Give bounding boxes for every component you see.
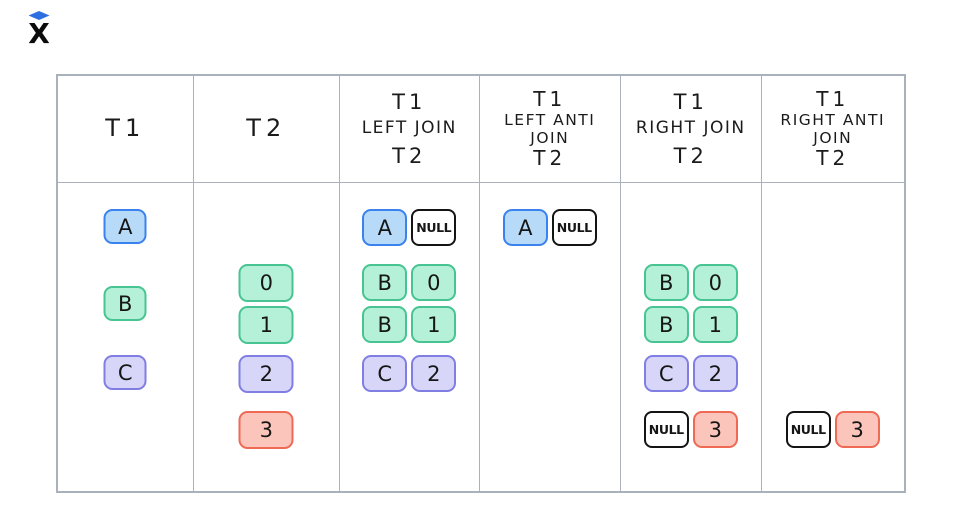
value-box: B bbox=[643, 264, 689, 301]
column-body: B 0 B 1 C 2 NULL 3 bbox=[621, 183, 761, 491]
value-box: A bbox=[103, 209, 147, 244]
column-left-join: T1 LEFT JOIN T2 A NULL B 0 B 1 C 2 bbox=[340, 76, 480, 491]
header-line: T1 bbox=[533, 86, 567, 111]
header-line: T1 bbox=[105, 114, 146, 143]
header-line: T2 bbox=[816, 146, 850, 171]
row-pair: NULL 3 bbox=[785, 411, 880, 448]
null-box: NULL bbox=[643, 411, 689, 448]
column-t1: T1 A B C bbox=[58, 76, 194, 491]
header-line: T2 bbox=[533, 146, 567, 171]
header-line: T2 bbox=[246, 114, 287, 143]
column-body: 0 1 2 3 bbox=[194, 183, 339, 491]
column-header: T1 RIGHT JOIN T2 bbox=[621, 76, 761, 183]
value-box: 3 bbox=[238, 411, 294, 449]
value-box: 3 bbox=[834, 411, 880, 448]
header-line: RIGHT JOIN bbox=[635, 118, 746, 139]
header-line: LEFT JOIN bbox=[361, 118, 457, 139]
value-box: 1 bbox=[238, 306, 294, 344]
row-pair: A NULL bbox=[362, 209, 457, 246]
row-pair: NULL 3 bbox=[643, 411, 738, 448]
null-box: NULL bbox=[411, 209, 457, 246]
column-left-anti-join: T1 LEFT ANTI JOIN T2 A NULL bbox=[479, 76, 621, 491]
header-line: JOIN bbox=[530, 129, 570, 147]
value-box: A bbox=[362, 209, 408, 246]
header-line: JOIN bbox=[813, 129, 853, 147]
value-box: C bbox=[643, 355, 689, 392]
header-line: T1 bbox=[673, 90, 708, 115]
null-box: NULL bbox=[785, 411, 831, 448]
value-box: 2 bbox=[238, 355, 294, 393]
column-t2: T2 0 1 2 3 bbox=[193, 76, 340, 491]
logo-letter: X bbox=[28, 17, 50, 50]
logo: X bbox=[27, 11, 51, 50]
value-box: 0 bbox=[238, 264, 294, 302]
column-body: A NULL B 0 B 1 C 2 bbox=[340, 183, 479, 491]
header-line: T2 bbox=[392, 143, 427, 168]
row-pair: A NULL bbox=[502, 209, 597, 246]
value-box: C bbox=[103, 355, 147, 390]
column-right-join: T1 RIGHT JOIN T2 B 0 B 1 C 2 NULL 3 bbox=[621, 76, 762, 491]
column-header: T1 LEFT JOIN T2 bbox=[340, 76, 479, 183]
header-line: T1 bbox=[816, 86, 850, 111]
join-diagram-table: T1 A B C T2 0 1 2 3 T1 LEFT JOIN T2 A NULL B 0 B 1 C 2 T1 LEF… bbox=[56, 74, 906, 493]
header-line: T2 bbox=[673, 143, 708, 168]
column-header: T1 LEFT ANTI JOIN T2 bbox=[479, 76, 620, 183]
value-box: B bbox=[643, 306, 689, 343]
value-box: 0 bbox=[411, 264, 457, 301]
value-box: 0 bbox=[692, 264, 738, 301]
value-box: B bbox=[362, 306, 408, 343]
column-body: NULL 3 bbox=[762, 183, 904, 491]
header-line: T1 bbox=[392, 90, 427, 115]
header-line: RIGHT ANTI bbox=[780, 110, 886, 129]
value-box: 2 bbox=[411, 355, 457, 392]
value-box: B bbox=[103, 286, 147, 321]
column-header: T1 RIGHT ANTI JOIN T2 bbox=[761, 76, 904, 183]
column-header: T1 bbox=[58, 76, 193, 183]
value-box: 3 bbox=[692, 411, 738, 448]
value-box: 1 bbox=[692, 306, 738, 343]
value-box: A bbox=[502, 209, 548, 246]
value-box: 1 bbox=[411, 306, 457, 343]
column-body: A NULL bbox=[480, 183, 621, 491]
diamond-icon bbox=[28, 11, 50, 20]
value-box: 2 bbox=[692, 355, 738, 392]
value-box: B bbox=[362, 264, 408, 301]
header-line: LEFT ANTI bbox=[504, 110, 596, 129]
column-header: T2 bbox=[193, 76, 339, 183]
null-box: NULL bbox=[551, 209, 597, 246]
value-box: C bbox=[362, 355, 408, 392]
column-right-anti-join: T1 RIGHT ANTI JOIN T2 NULL 3 bbox=[761, 76, 904, 491]
